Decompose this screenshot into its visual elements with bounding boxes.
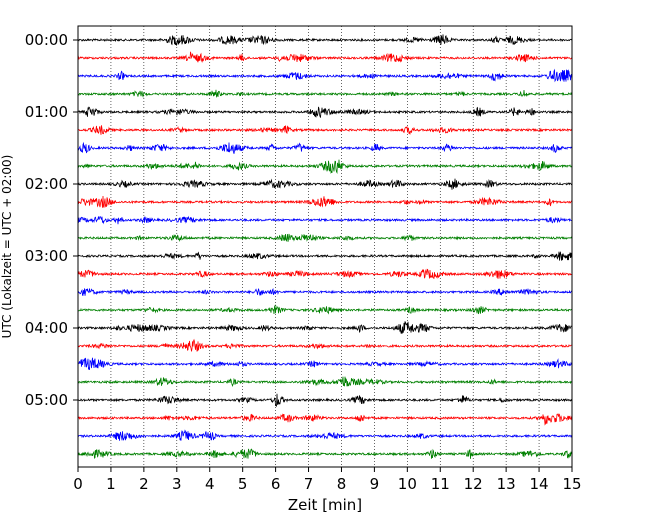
x-tick-label: 3 (172, 475, 182, 493)
x-tick-label: 6 (271, 475, 281, 493)
x-tick-label: 0 (73, 475, 83, 493)
x-tick-label: 7 (304, 475, 314, 493)
x-tick-label: 14 (530, 475, 549, 493)
x-tick-label: 9 (370, 475, 380, 493)
trace-0115 (77, 125, 573, 136)
trace-0345 (77, 304, 573, 315)
plot-frame (77, 25, 573, 468)
trace-0530 (77, 429, 573, 441)
y-tick-label: 04:00 (25, 319, 68, 337)
x-tick-label: 15 (562, 475, 581, 493)
trace-0300 (77, 251, 573, 261)
trace-0230 (77, 215, 573, 225)
trace-0315 (77, 268, 573, 279)
trace-0030 (77, 68, 573, 83)
x-axis-label: Zeit [min] (288, 496, 362, 514)
seismic-traces (77, 34, 573, 459)
x-tick-label: 10 (398, 475, 417, 493)
trace-0400 (77, 321, 573, 334)
y-tick-label: 01:00 (25, 103, 68, 121)
x-tick-label: 8 (337, 475, 347, 493)
trace-0515 (77, 413, 573, 426)
trace-0145 (77, 159, 573, 175)
trace-0415 (77, 338, 573, 352)
x-tick-label: 12 (464, 475, 483, 493)
y-tick-label: 05:00 (25, 391, 68, 409)
y-tick-label: 02:00 (25, 175, 68, 193)
trace-0130 (77, 141, 573, 154)
x-tick-label: 1 (106, 475, 116, 493)
x-tick-label: 2 (139, 475, 149, 493)
x-axis-ticks: 0 1 2 3 4 5 6 7 8 9 10 11 12 13 14 15 (73, 467, 582, 493)
x-tick-label: 4 (205, 475, 215, 493)
y-tick-label: 03:00 (25, 247, 68, 265)
y-axis-ticks: 00:00 01:00 02:00 03:00 04:00 05:00 (25, 31, 78, 409)
trace-0200 (77, 178, 573, 190)
x-tick-label: 5 (238, 475, 248, 493)
trace-0430 (77, 357, 573, 370)
trace-0245 (77, 233, 573, 242)
trace-0500 (77, 393, 573, 407)
trace-0015 (77, 51, 573, 63)
trace-0000 (77, 34, 573, 46)
x-tick-label: 11 (431, 475, 450, 493)
y-axis-label: UTC (Lokalzeit = UTC + 02:00) (0, 155, 14, 339)
x-tick-label: 13 (497, 475, 516, 493)
trace-0445 (77, 376, 573, 387)
trace-0215 (77, 196, 573, 208)
trace-0330 (77, 287, 573, 296)
trace-0545 (77, 448, 573, 459)
trace-0100 (77, 106, 573, 118)
y-tick-label: 00:00 (25, 31, 68, 49)
trace-0045 (77, 89, 573, 99)
